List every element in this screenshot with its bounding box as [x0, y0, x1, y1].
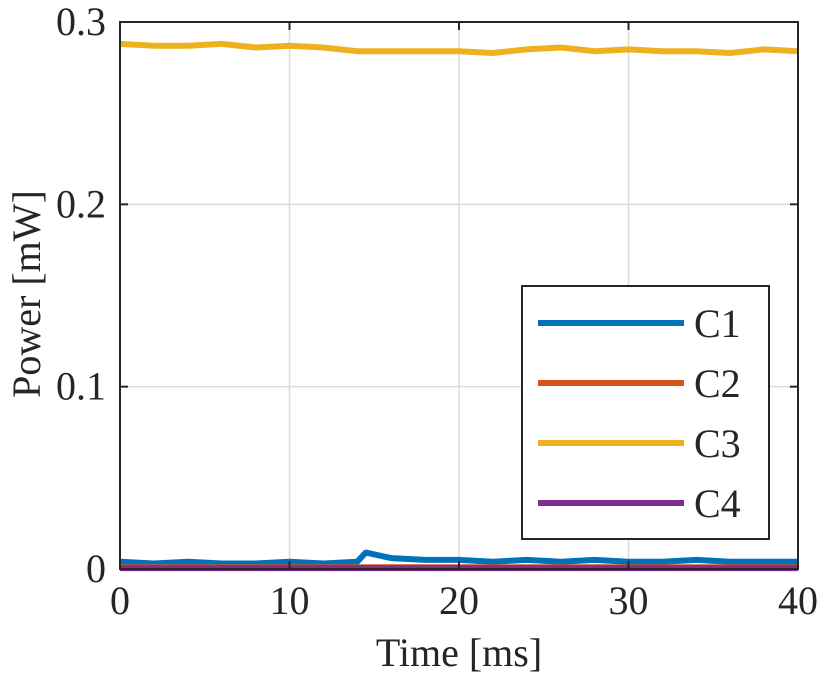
- series-line-c3: [119, 40, 799, 56]
- legend-label-c1: C1: [694, 301, 741, 346]
- x-tick-label: 20: [439, 578, 479, 623]
- y-axis-label: Power [mW]: [4, 190, 49, 398]
- x-axis-label: Time [ms]: [376, 630, 542, 675]
- y-tick-label: 0.2: [56, 181, 106, 226]
- x-tick-label: 0: [110, 578, 130, 623]
- x-tick-label: 10: [270, 578, 310, 623]
- axes: [119, 21, 799, 570]
- y-tick-label: 0.3: [56, 0, 106, 44]
- series-line-c1: [119, 549, 798, 567]
- y-tick-label: 0: [86, 546, 106, 591]
- legend-box: [521, 285, 770, 540]
- legend: C1 C2 C3 C4: [521, 285, 770, 540]
- tick-labels: 0 10 20 30 40 0 0.1 0.2 0.3: [56, 0, 818, 623]
- legend-label-c2: C2: [694, 361, 741, 406]
- x-tick-label: 40: [778, 578, 818, 623]
- y-tick-label: 0.1: [56, 364, 106, 409]
- x-tick-label: 30: [609, 578, 649, 623]
- legend-label-c3: C3: [694, 421, 741, 466]
- legend-label-c4: C4: [694, 481, 741, 526]
